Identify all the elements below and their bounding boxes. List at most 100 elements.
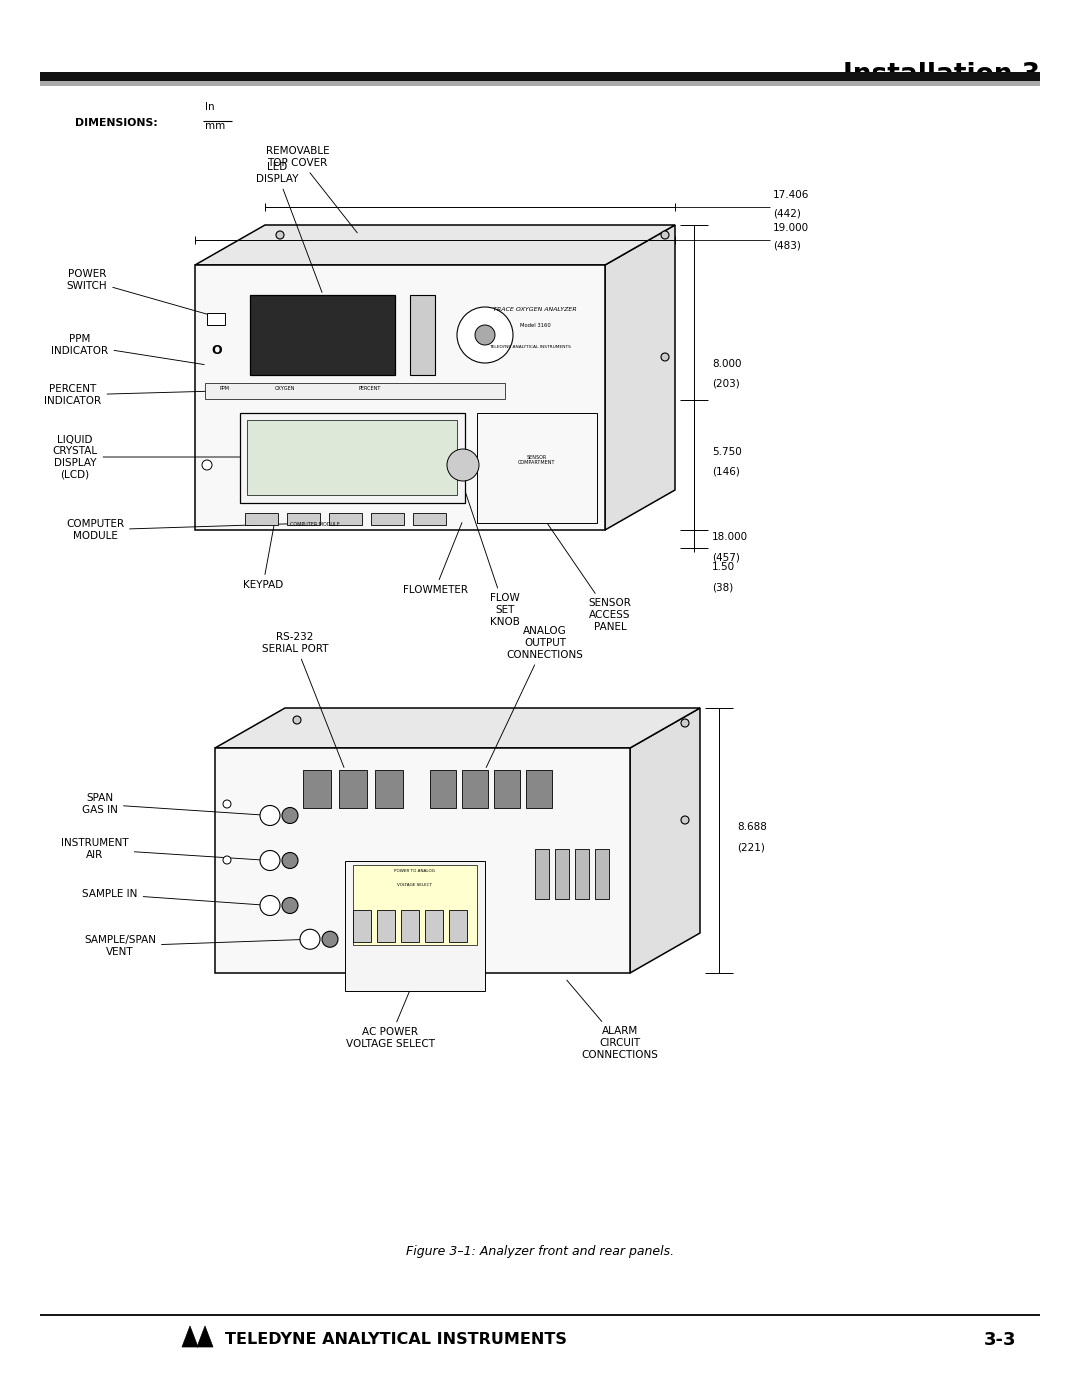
Bar	[329, 513, 362, 525]
Text: In: In	[205, 102, 215, 112]
Text: (146): (146)	[712, 467, 740, 476]
Text: DIMENSIONS:: DIMENSIONS:	[75, 117, 158, 129]
Polygon shape	[630, 708, 700, 972]
Text: (457): (457)	[712, 553, 740, 563]
Circle shape	[661, 231, 669, 239]
Text: Figure 3–1: Analyzer front and rear panels.: Figure 3–1: Analyzer front and rear pane…	[406, 1245, 674, 1259]
Text: ANALOG
OUTPUT
CONNECTIONS: ANALOG OUTPUT CONNECTIONS	[486, 626, 583, 767]
Text: 5.750: 5.750	[712, 447, 742, 457]
Circle shape	[222, 856, 231, 863]
Text: 8.000: 8.000	[712, 359, 742, 369]
Circle shape	[260, 895, 280, 915]
Circle shape	[661, 353, 669, 360]
Bar	[40, 81, 1040, 87]
Circle shape	[681, 719, 689, 726]
Circle shape	[293, 717, 301, 724]
Text: Model 3160: Model 3160	[519, 323, 551, 328]
Text: (203): (203)	[712, 379, 740, 388]
Text: LED
DISPLAY: LED DISPLAY	[256, 162, 322, 292]
Bar	[413, 513, 446, 525]
Bar	[401, 909, 419, 942]
Text: POWER
SWITCH: POWER SWITCH	[67, 270, 214, 316]
Text: POWER TO ANALOG: POWER TO ANALOG	[394, 869, 435, 873]
Polygon shape	[605, 225, 675, 529]
Text: AC POWER
VOLTAGE SELECT: AC POWER VOLTAGE SELECT	[346, 981, 434, 1049]
Bar	[353, 865, 477, 944]
Text: (38): (38)	[712, 583, 733, 592]
Bar	[195, 265, 605, 529]
Bar	[207, 313, 225, 326]
Text: 17.406: 17.406	[773, 190, 809, 200]
Text: (483): (483)	[773, 242, 801, 251]
Text: PERCENT
INDICATOR: PERCENT INDICATOR	[44, 384, 214, 405]
Text: REMOVABLE
TOP COVER: REMOVABLE TOP COVER	[266, 147, 357, 233]
Circle shape	[447, 448, 480, 481]
Bar	[494, 770, 519, 807]
Circle shape	[222, 800, 231, 807]
Circle shape	[322, 932, 338, 947]
Bar	[353, 909, 372, 942]
Bar	[287, 513, 320, 525]
Text: 1.50: 1.50	[712, 562, 735, 571]
Text: 3-3: 3-3	[984, 1331, 1016, 1350]
Bar	[555, 849, 569, 900]
Bar	[303, 770, 330, 807]
Circle shape	[475, 326, 495, 345]
Bar	[245, 513, 278, 525]
Text: O: O	[212, 344, 222, 356]
Text: SENSOR
ACCESS
PANEL: SENSOR ACCESS PANEL	[546, 522, 632, 631]
Circle shape	[300, 929, 320, 949]
Text: FLOWMETER: FLOWMETER	[403, 522, 468, 595]
Circle shape	[282, 897, 298, 914]
Bar	[372, 513, 404, 525]
Text: INSTRUMENT
AIR: INSTRUMENT AIR	[62, 838, 267, 861]
Bar	[575, 849, 589, 900]
Circle shape	[282, 807, 298, 823]
Bar	[205, 383, 505, 400]
Text: SAMPLE IN: SAMPLE IN	[82, 890, 267, 905]
Bar	[430, 770, 456, 807]
Text: VOLTAGE SELECT: VOLTAGE SELECT	[397, 883, 433, 887]
Text: PPM
INDICATOR: PPM INDICATOR	[52, 334, 204, 365]
Circle shape	[260, 851, 280, 870]
Bar	[345, 861, 485, 990]
Polygon shape	[215, 708, 700, 747]
Text: TRACE OXYGEN ANALYZER: TRACE OXYGEN ANALYZER	[494, 307, 577, 312]
Text: 18.000: 18.000	[712, 532, 748, 542]
Bar	[247, 420, 457, 495]
Circle shape	[457, 307, 513, 363]
Bar	[449, 909, 467, 942]
Text: Installation 3: Installation 3	[843, 61, 1040, 88]
Bar	[240, 414, 465, 503]
Polygon shape	[195, 225, 675, 265]
Text: PERCENT: PERCENT	[359, 387, 381, 391]
Bar	[426, 909, 443, 942]
Text: (221): (221)	[737, 842, 765, 852]
Circle shape	[260, 806, 280, 826]
Bar	[375, 770, 403, 807]
Bar	[410, 295, 435, 374]
Bar	[377, 909, 395, 942]
Text: ALARM
CIRCUIT
CONNECTIONS: ALARM CIRCUIT CONNECTIONS	[567, 981, 659, 1059]
Polygon shape	[183, 1326, 198, 1347]
Circle shape	[276, 231, 284, 239]
Bar	[526, 770, 552, 807]
Text: FLOW
SET
KNOB: FLOW SET KNOB	[464, 488, 519, 627]
Text: I: I	[215, 313, 219, 327]
Circle shape	[202, 460, 212, 469]
Text: SAMPLE/SPAN
VENT: SAMPLE/SPAN VENT	[84, 935, 307, 957]
Text: TELEDYNE ANALYTICAL INSTRUMENTS: TELEDYNE ANALYTICAL INSTRUMENTS	[225, 1333, 567, 1348]
Bar	[595, 849, 609, 900]
Text: RS-232
SERIAL PORT: RS-232 SERIAL PORT	[261, 633, 345, 767]
Bar	[339, 770, 367, 807]
Circle shape	[282, 852, 298, 869]
Text: OXYGEN: OXYGEN	[274, 387, 295, 391]
Bar	[40, 73, 1040, 81]
Text: SPAN
GAS IN: SPAN GAS IN	[82, 793, 267, 816]
Bar	[249, 295, 395, 374]
Text: LIQUID
CRYSTAL
DISPLAY
(LCD): LIQUID CRYSTAL DISPLAY (LCD)	[53, 434, 293, 479]
Polygon shape	[197, 1326, 213, 1347]
Text: KEYPAD: KEYPAD	[243, 522, 283, 590]
Text: (442): (442)	[773, 208, 801, 218]
Text: mm: mm	[205, 122, 226, 131]
